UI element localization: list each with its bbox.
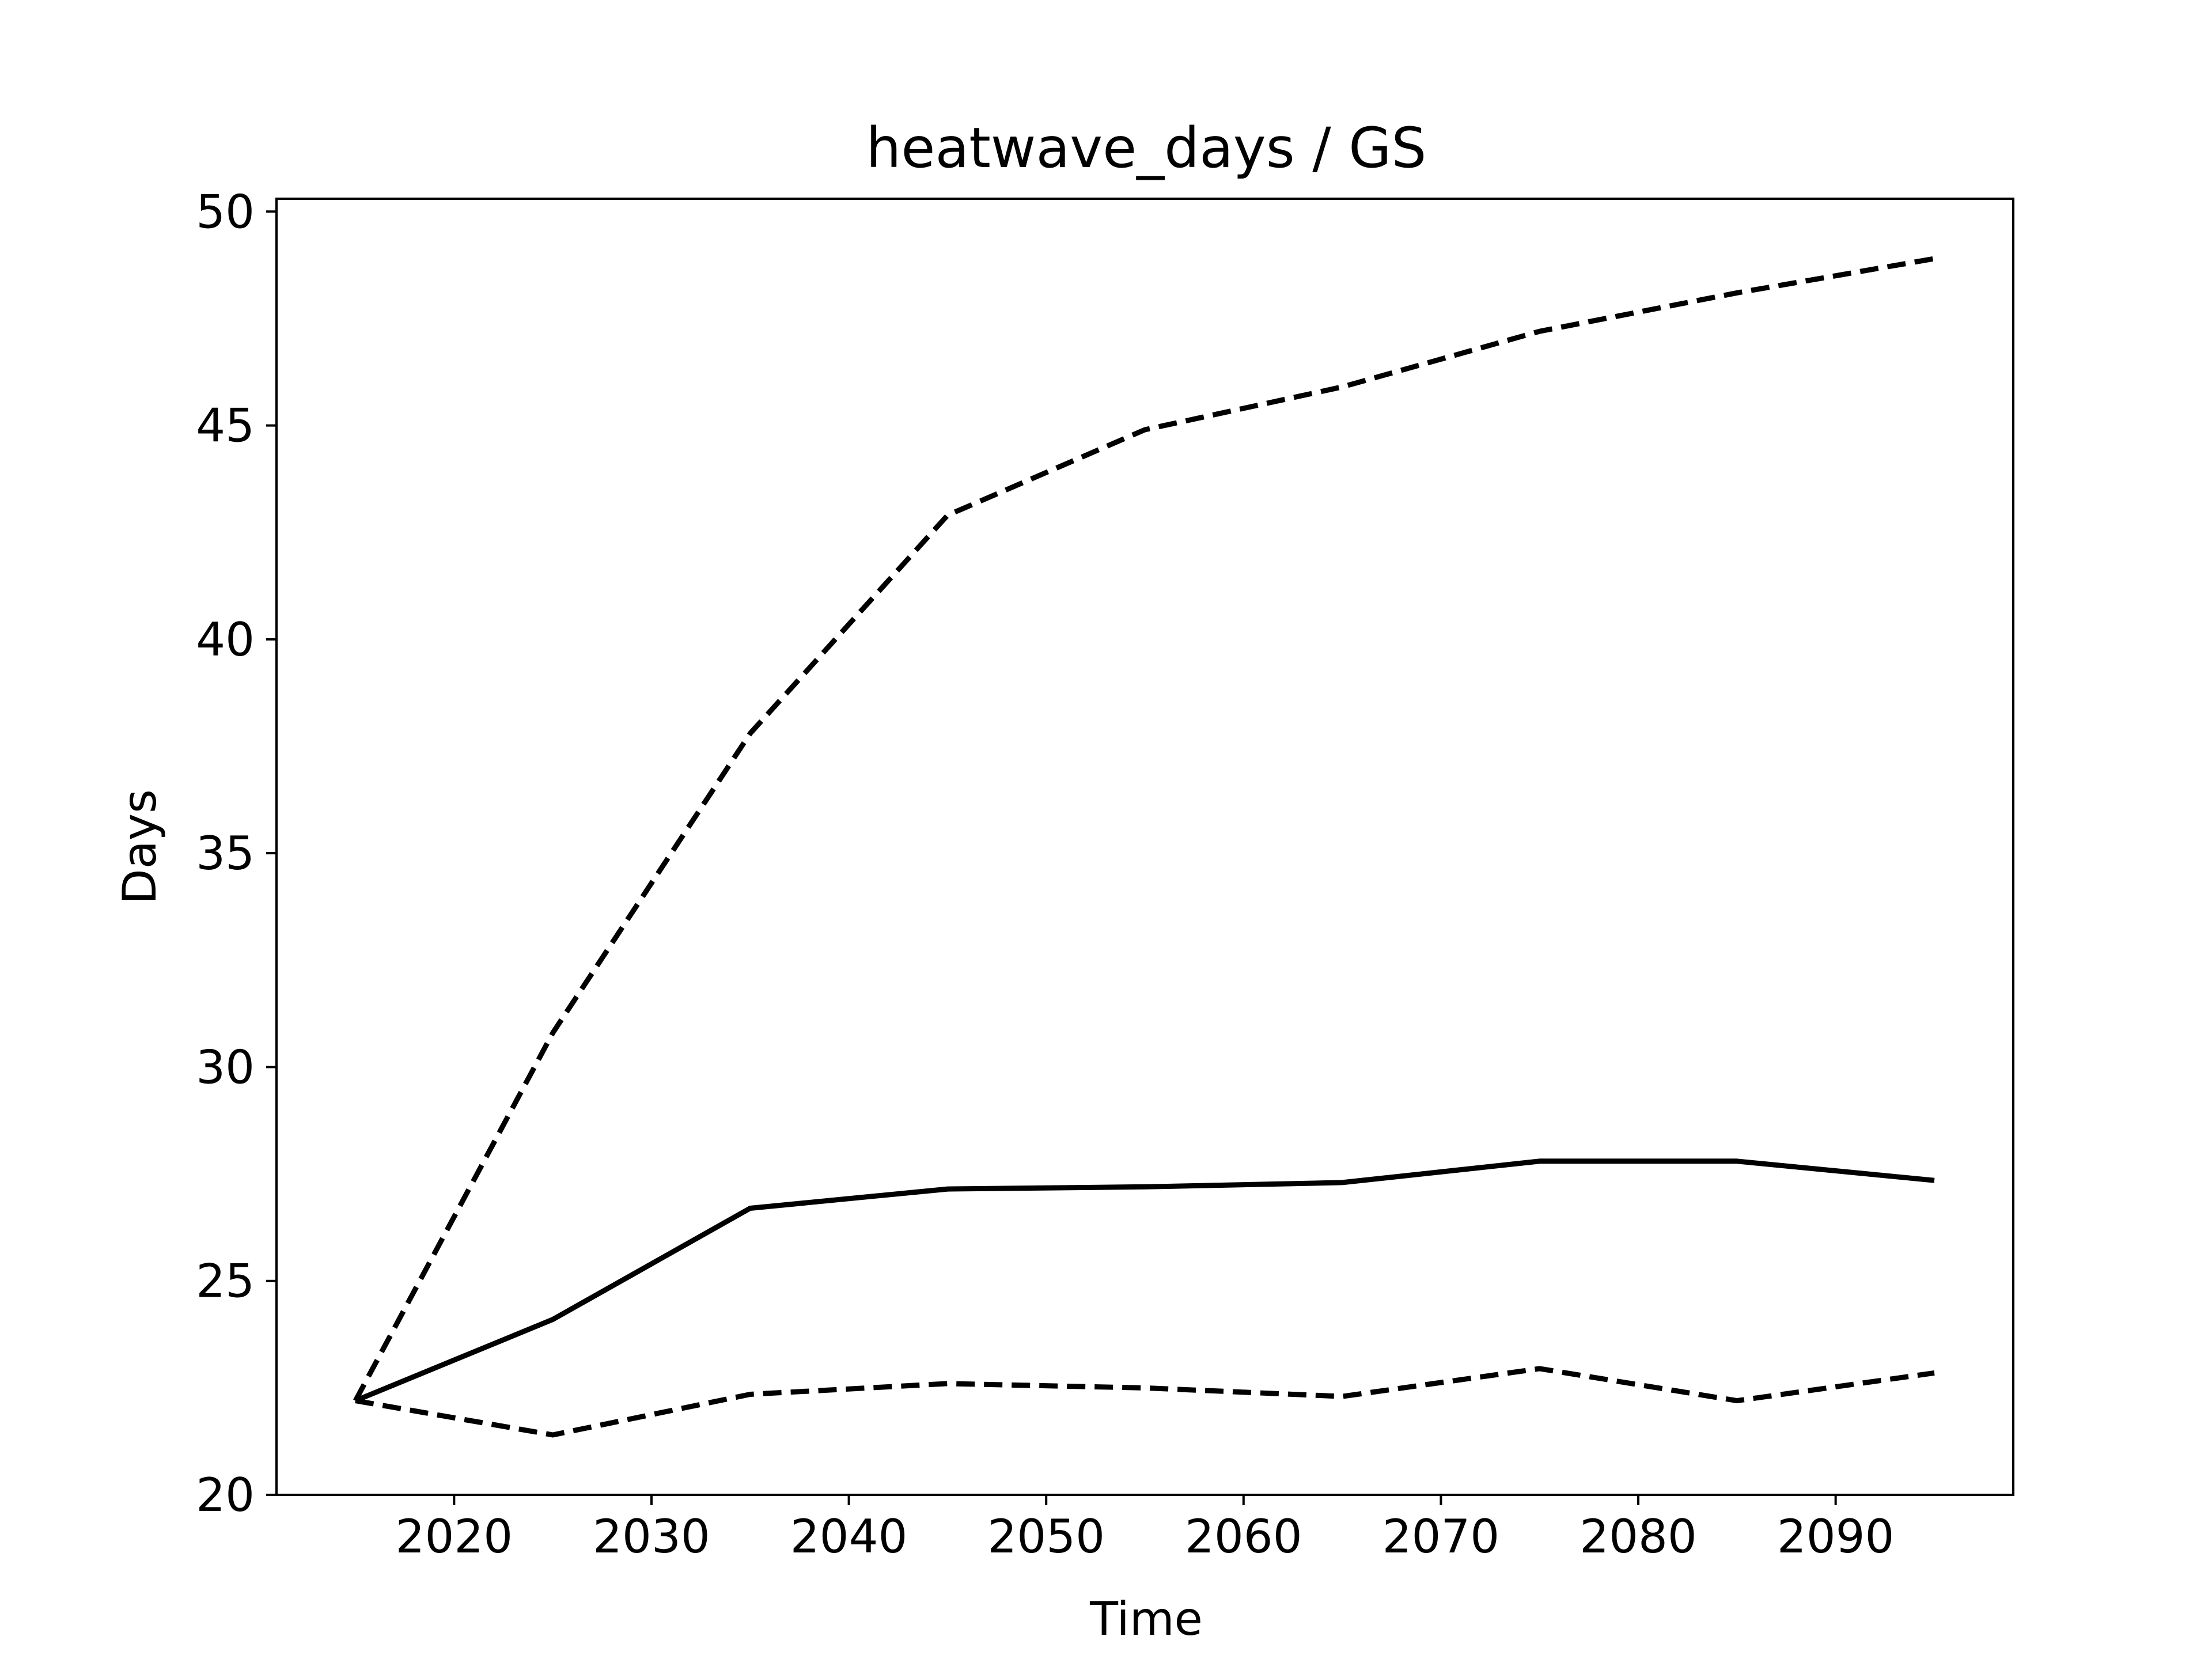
chart-title: heatwave_days / GS <box>866 116 1427 180</box>
axis-ticks: 2020 2030 2040 2050 2060 2070 2080 2090 20 25 30 35… <box>196 185 1894 1563</box>
series-line-0 <box>353 256 1935 1402</box>
x-tick-label: 2020 <box>396 1510 513 1563</box>
x-tick-label: 2050 <box>987 1510 1105 1563</box>
x-tick-label: 2090 <box>1777 1510 1895 1563</box>
x-tick-label: 2040 <box>790 1510 908 1563</box>
x-tick-label: 2030 <box>593 1510 710 1563</box>
series-line-1 <box>354 1158 1935 1403</box>
y-axis-label: Days <box>113 789 166 904</box>
y-tick-label: 40 <box>196 613 255 666</box>
x-tick-label: 2080 <box>1580 1510 1697 1563</box>
plot-area <box>353 256 1935 1438</box>
y-tick-label: 45 <box>196 399 255 453</box>
y-tick-label: 35 <box>196 827 255 880</box>
y-tick-label: 30 <box>196 1040 255 1094</box>
y-tick-label: 50 <box>196 185 255 238</box>
plot-frame <box>275 198 2014 1496</box>
x-tick-label: 2060 <box>1185 1510 1302 1563</box>
y-tick-label: 25 <box>196 1255 255 1308</box>
y-tick-label: 20 <box>196 1468 255 1522</box>
x-tick-label: 2070 <box>1382 1510 1500 1563</box>
x-axis-label: Time <box>1089 1592 1203 1646</box>
